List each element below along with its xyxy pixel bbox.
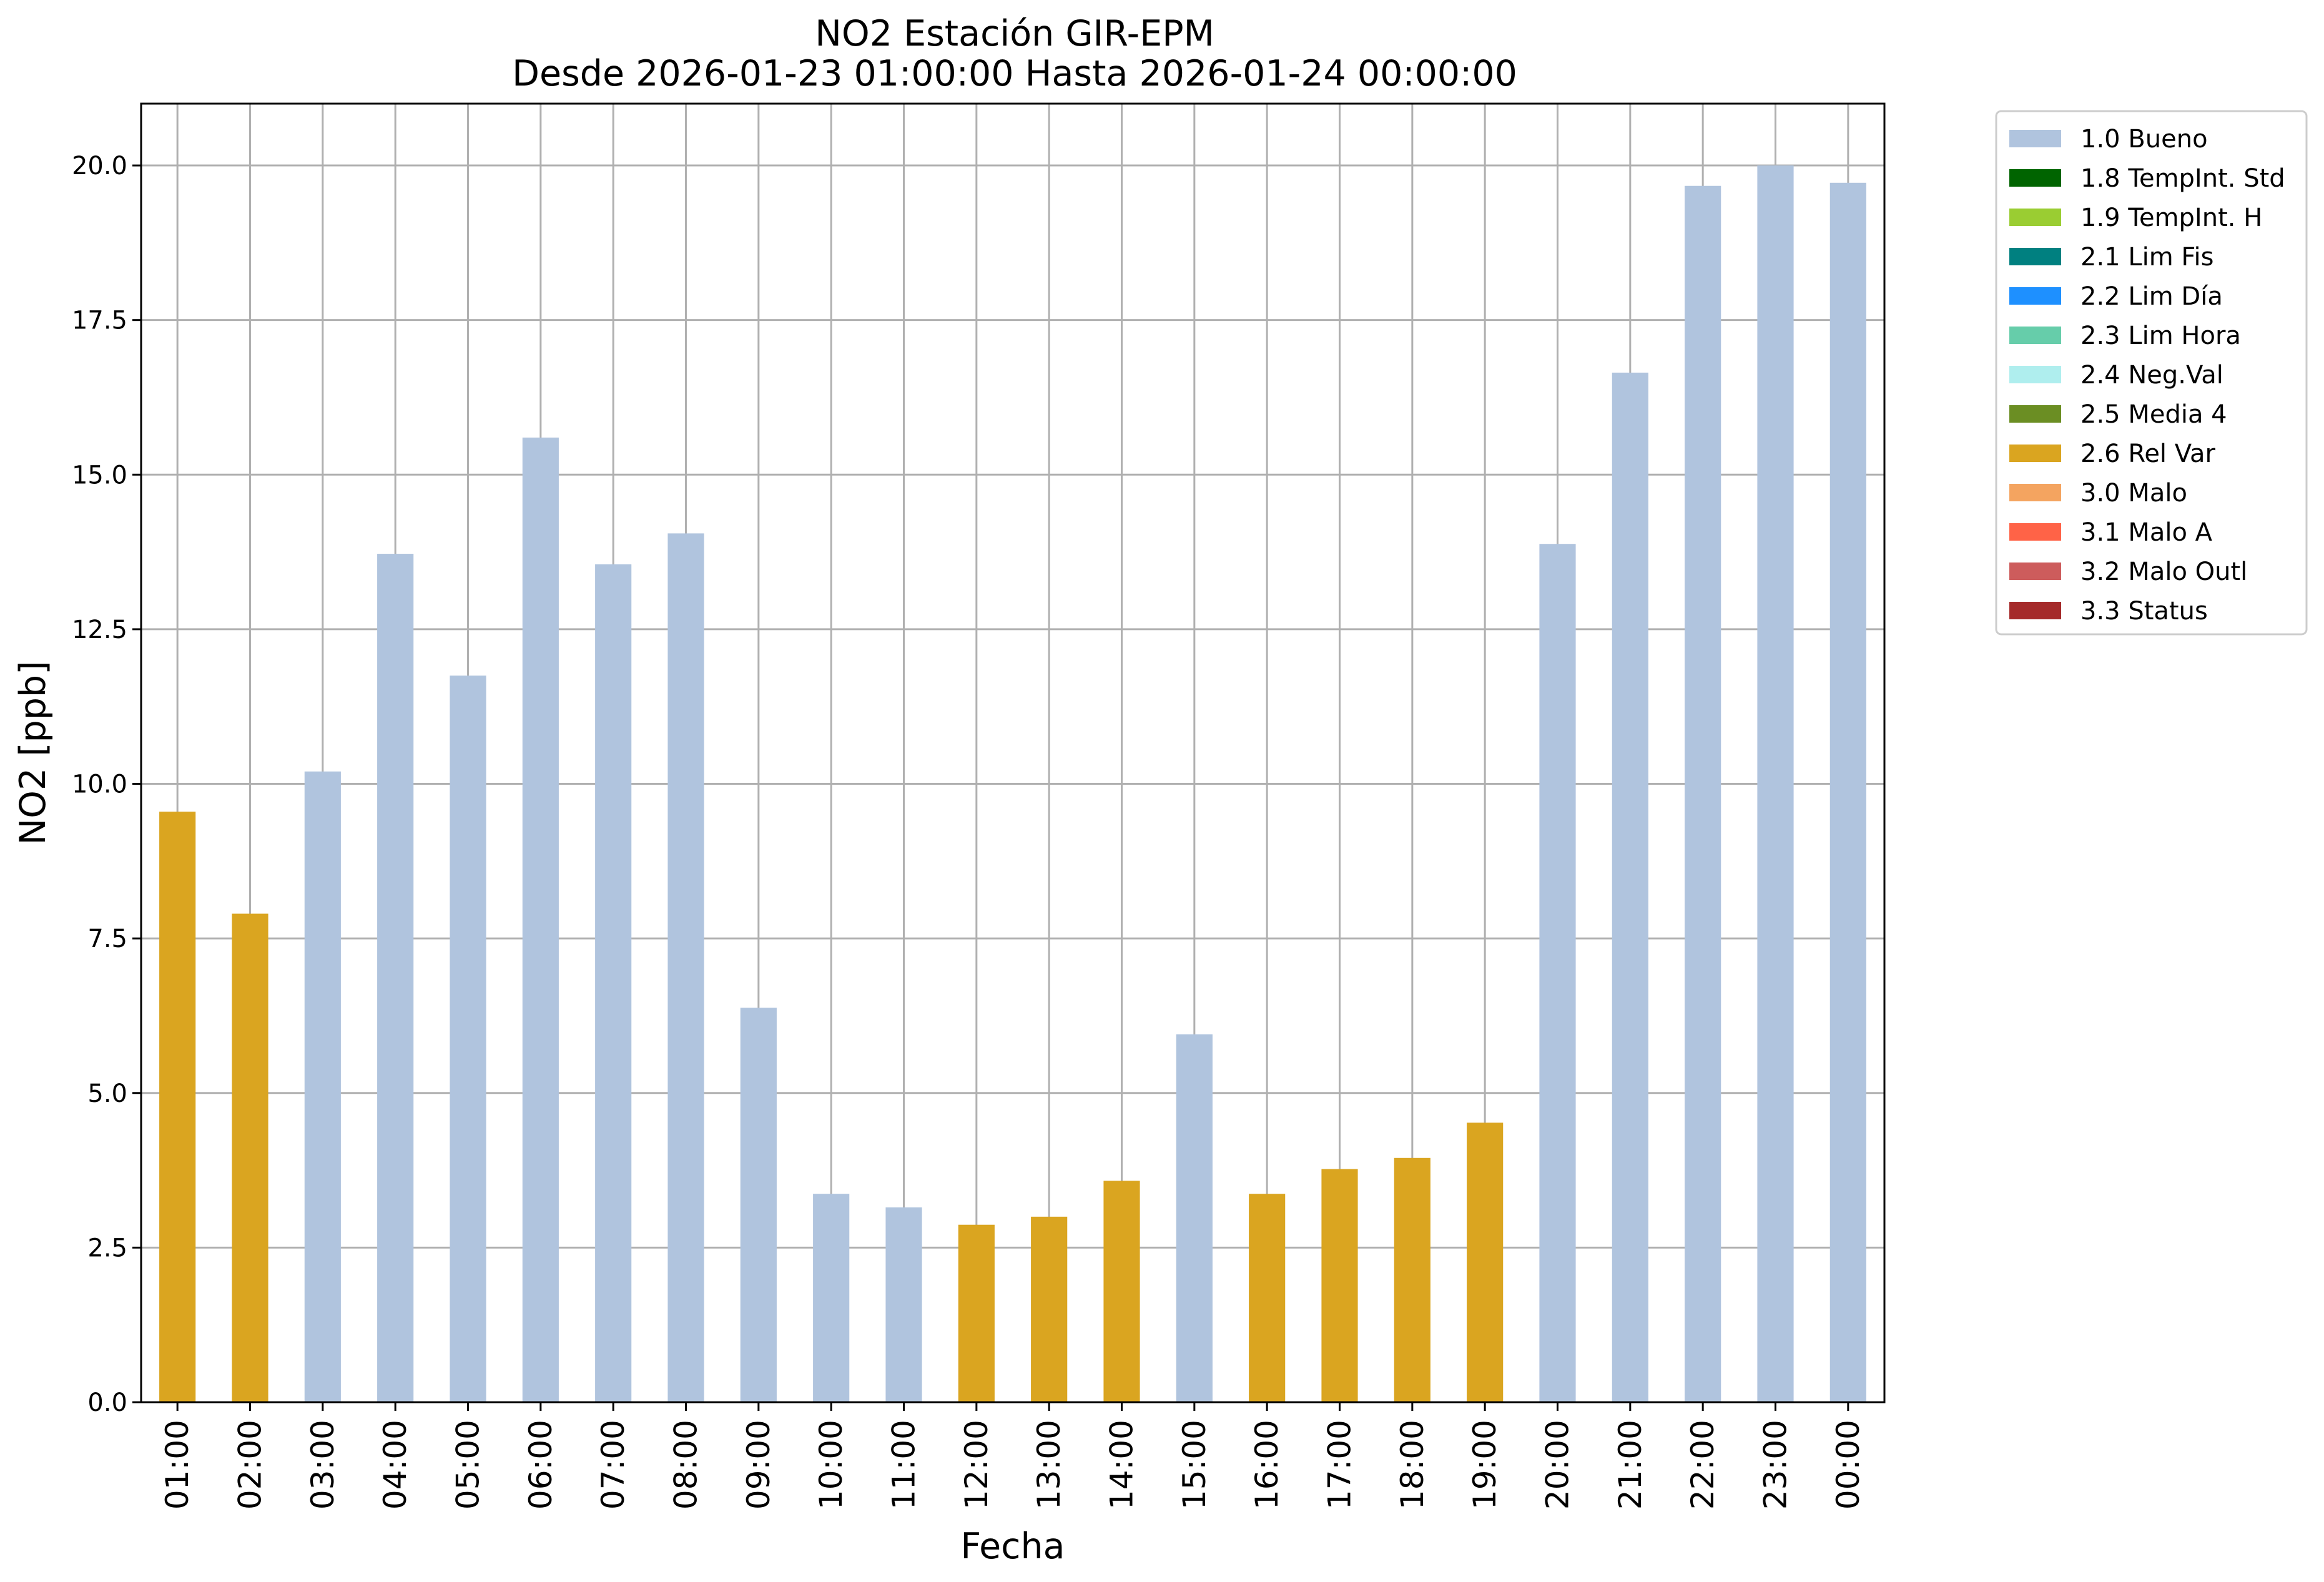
legend-swatch (2009, 563, 2061, 580)
bar-0800 (667, 533, 704, 1402)
x-axis-label: Fecha (960, 1526, 1065, 1567)
bar-0000 (1829, 182, 1866, 1402)
y-tick-label: 12.5 (72, 616, 127, 644)
bar-2200 (1685, 185, 1721, 1402)
legend-label: 3.0 Malo (2080, 479, 2187, 508)
x-tick-label: 21:00 (1612, 1420, 1648, 1510)
bar-1400 (1103, 1181, 1140, 1402)
x-tick-label: 12:00 (958, 1420, 995, 1510)
legend-swatch (2009, 602, 2061, 619)
legend-label: 1.8 TempInt. Std (2080, 164, 2285, 193)
legend-label: 1.9 TempInt. H (2080, 204, 2262, 232)
legend-label: 2.6 Rel Var (2080, 440, 2216, 468)
x-tick-label: 13:00 (1031, 1420, 1067, 1510)
legend-label: 2.2 Lim Día (2080, 282, 2223, 311)
x-tick-label: 17:00 (1322, 1420, 1358, 1510)
bar-1800 (1394, 1157, 1430, 1402)
bar-1200 (958, 1224, 995, 1402)
x-tick-label: 04:00 (377, 1420, 413, 1510)
x-tick-label: 15:00 (1176, 1420, 1213, 1510)
x-tick-label: 09:00 (741, 1420, 777, 1510)
y-axis-label: NO2 [ppb] (12, 661, 54, 845)
x-tick-label: 00:00 (1830, 1420, 1866, 1510)
bar-0600 (522, 437, 559, 1402)
bar-0200 (232, 913, 268, 1402)
bars-group (159, 165, 1866, 1403)
x-tick-label: 07:00 (595, 1420, 631, 1510)
x-tick-label: 08:00 (668, 1420, 704, 1510)
legend-swatch (2009, 327, 2061, 344)
plot-frame (140, 102, 1886, 1403)
legend-label: 2.4 Neg.Val (2080, 361, 2223, 390)
bar-2300 (1757, 165, 1794, 1402)
bar-0400 (377, 554, 414, 1402)
x-axis-ticks: 01:00 02:00 03:00 04:00 05:00 06:00 07:00 08:00… (159, 1402, 1866, 1510)
bar-0500 (450, 676, 486, 1402)
y-tick-label: 15.0 (72, 461, 127, 489)
y-tick-label: 20.0 (72, 152, 127, 180)
bar-1100 (885, 1207, 922, 1402)
x-tick-label: 23:00 (1758, 1420, 1794, 1510)
legend-label: 2.5 Media 4 (2080, 400, 2227, 429)
x-tick-label: 01:00 (159, 1420, 195, 1510)
x-tick-label: 14:00 (1104, 1420, 1140, 1510)
legend-swatch (2009, 130, 2061, 147)
y-tick-label: 17.5 (72, 307, 127, 335)
x-tick-label: 16:00 (1249, 1420, 1285, 1510)
x-tick-label: 10:00 (813, 1420, 849, 1510)
chart-subtitle: Desde 2026-01-23 01:00:00 Hasta 2026-01-… (512, 53, 1517, 94)
bar-0100 (159, 812, 196, 1402)
bar-2000 (1539, 544, 1576, 1403)
x-tick-label: 11:00 (886, 1420, 922, 1510)
y-tick-label: 0.0 (87, 1388, 127, 1417)
bar-0900 (740, 1008, 777, 1402)
bar-1600 (1249, 1194, 1286, 1402)
y-tick-label: 5.0 (87, 1079, 127, 1108)
legend-label: 3.2 Malo Outl (2080, 558, 2247, 586)
legend-swatch (2009, 248, 2061, 265)
legend-swatch (2009, 484, 2061, 501)
x-tick-label: 19:00 (1467, 1420, 1503, 1510)
bar-1900 (1467, 1123, 1504, 1402)
legend-label: 3.3 Status (2080, 597, 2208, 626)
legend-swatch (2009, 209, 2061, 226)
legend-frame (1995, 110, 2308, 636)
y-tick-label: 2.5 (87, 1234, 127, 1262)
bar-0300 (304, 771, 341, 1402)
x-tick-label: 22:00 (1685, 1420, 1721, 1510)
legend-swatch (2009, 405, 2061, 423)
x-tick-label: 05:00 (450, 1420, 486, 1510)
legend-swatch (2009, 523, 2061, 541)
legend-label: 1.0 Bueno (2080, 125, 2208, 154)
x-tick-label: 20:00 (1540, 1420, 1576, 1510)
legend-label: 2.1 Lim Fis (2080, 243, 2213, 272)
legend-swatch (2009, 287, 2061, 305)
x-tick-label: 03:00 (305, 1420, 341, 1510)
bar-0700 (595, 564, 632, 1402)
legend-swatch (2009, 366, 2061, 383)
chart-title: NO2 Estación GIR-EPM (815, 13, 1214, 54)
bar-1000 (813, 1194, 850, 1402)
bar-1300 (1031, 1216, 1068, 1402)
x-tick-label: 02:00 (232, 1420, 268, 1510)
legend-swatch (2009, 169, 2061, 187)
bar-2100 (1612, 372, 1648, 1402)
x-tick-label: 18:00 (1394, 1420, 1430, 1510)
legend-label: 3.1 Malo A (2080, 518, 2213, 547)
legend-label: 2.3 Lim Hora (2080, 322, 2241, 350)
y-axis-ticks: 0.0 2.5 5.0 7.5 10.0 12.5 15.0 17.5 20.0 (72, 152, 141, 1417)
y-tick-label: 7.5 (87, 925, 127, 953)
legend: 1.0 Bueno 1.8 TempInt. Std 1.9 TempInt. H 2… (1995, 110, 2308, 636)
legend-swatch (2009, 445, 2061, 462)
bar-1700 (1321, 1169, 1358, 1402)
y-tick-label: 10.0 (72, 770, 127, 799)
x-tick-label: 06:00 (523, 1420, 559, 1510)
bar-1500 (1176, 1034, 1213, 1402)
